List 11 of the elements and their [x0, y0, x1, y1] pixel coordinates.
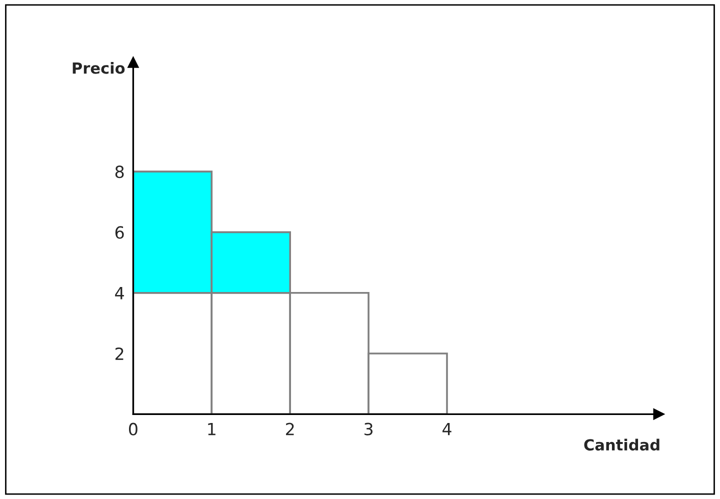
y-tick-label: 2: [115, 347, 124, 360]
y-tick-label: 8: [115, 166, 124, 178]
x-tick-label: 2: [286, 422, 294, 436]
y-tick-label: 4: [115, 287, 124, 300]
y-axis-title: Precio: [72, 62, 125, 74]
x-tick-label: 3: [364, 422, 373, 436]
y-tick-label: 6: [115, 226, 124, 239]
x-tick-label: 1: [208, 423, 216, 436]
x-tick-label: 0: [128, 422, 138, 436]
x-tick-label: 4: [442, 423, 452, 436]
x-axis-title: Cantidad: [584, 438, 660, 451]
